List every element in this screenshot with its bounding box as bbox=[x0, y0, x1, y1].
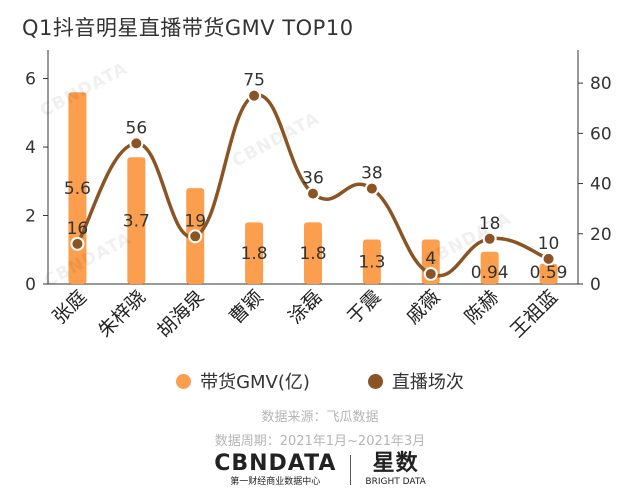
category-label: 张庭 bbox=[49, 286, 91, 328]
bar-value-label: 0.59 bbox=[530, 263, 568, 283]
category-label: 于震 bbox=[343, 286, 385, 328]
line-point bbox=[306, 186, 320, 201]
legend-label-sessions: 直播场次 bbox=[391, 372, 464, 393]
chart-title: Q1抖音明星直播带货GMV TOP10 bbox=[22, 16, 354, 40]
bar-value-label: 5.6 bbox=[64, 179, 91, 199]
y-right-tick-label: 60 bbox=[590, 124, 612, 144]
line-point bbox=[247, 88, 262, 103]
y-right-tick-label: 40 bbox=[590, 175, 612, 195]
bar-value-label: 1.8 bbox=[241, 244, 268, 264]
category-label: 朱梓骁 bbox=[94, 286, 150, 342]
y-right-tick-label: 0 bbox=[590, 275, 601, 295]
legend-item-gmv: 带货GMV(亿) bbox=[176, 368, 310, 394]
line-point bbox=[364, 181, 379, 196]
brand-separator bbox=[350, 455, 352, 485]
footer-brands: CBNDATA 第一财经商业数据中心 星数 BRIGHT DATA bbox=[0, 452, 640, 488]
cbndata-logo: CBNDATA 第一财经商业数据中心 bbox=[214, 452, 336, 488]
category-label: 胡海泉 bbox=[153, 286, 209, 342]
legend-item-sessions: 直播场次 bbox=[367, 368, 464, 394]
y-left-tick-label: 0 bbox=[25, 275, 36, 295]
bar bbox=[539, 263, 558, 284]
y-right-tick-label: 20 bbox=[590, 225, 612, 245]
line-value-label: 36 bbox=[302, 169, 324, 189]
line-point bbox=[423, 266, 438, 281]
line-value-label: 16 bbox=[67, 219, 89, 239]
legend-label-gmv: 带货GMV(亿) bbox=[200, 372, 310, 393]
bar-value-label: 0.94 bbox=[471, 263, 509, 283]
legend-swatch-gmv bbox=[176, 373, 192, 389]
category-label: 王祖蓝 bbox=[506, 286, 562, 342]
bar bbox=[127, 157, 146, 284]
line-point bbox=[482, 231, 497, 246]
line-value-label: 10 bbox=[538, 234, 560, 254]
line-point bbox=[188, 229, 203, 244]
cbndata-logo-sub: 第一财经商业数据中心 bbox=[230, 477, 321, 487]
series-line bbox=[75, 93, 550, 278]
line-value-label: 19 bbox=[184, 211, 206, 231]
bar bbox=[304, 222, 322, 284]
line-point bbox=[70, 236, 85, 251]
bar bbox=[480, 251, 499, 284]
y-left-tick-label: 6 bbox=[25, 70, 36, 90]
bar-value-label: 1.8 bbox=[299, 244, 326, 264]
brightdata-logo: 星数 BRIGHT DATA bbox=[365, 452, 425, 488]
y-left-tick-label: 4 bbox=[25, 138, 36, 158]
line-point bbox=[129, 136, 144, 151]
category-label: 陈赫 bbox=[461, 286, 503, 328]
line-value-label: 38 bbox=[361, 164, 383, 184]
y-left-tick-label: 2 bbox=[25, 207, 36, 227]
bar-value-label: 3.7 bbox=[123, 212, 150, 232]
brightdata-logo-sub: BRIGHT DATA bbox=[365, 477, 426, 487]
line-value-label: 75 bbox=[243, 71, 265, 91]
cbndata-logo-name: CBNDATA bbox=[214, 451, 337, 476]
bar-value-label: 1.3 bbox=[358, 253, 385, 273]
bar bbox=[362, 239, 381, 284]
bar bbox=[245, 222, 264, 284]
data-source-note: 数据来源：飞瓜数据 bbox=[261, 410, 379, 425]
category-label: 涂磊 bbox=[284, 286, 326, 328]
line-value-label: 18 bbox=[479, 214, 501, 234]
brightdata-logo-name: 星数 bbox=[372, 451, 419, 476]
legend: 带货GMV(亿) 直播场次 bbox=[0, 368, 640, 394]
category-label: 曹颖 bbox=[225, 286, 267, 328]
line-value-label: 56 bbox=[126, 118, 148, 138]
line-value-label: 4 bbox=[425, 249, 436, 269]
legend-swatch-sessions bbox=[367, 373, 383, 389]
category-label: 戚薇 bbox=[402, 286, 444, 328]
y-right-tick-label: 80 bbox=[590, 74, 612, 94]
line-point bbox=[541, 251, 556, 266]
data-period-note: 数据周期：2021年1月~2021年3月 bbox=[214, 434, 426, 449]
